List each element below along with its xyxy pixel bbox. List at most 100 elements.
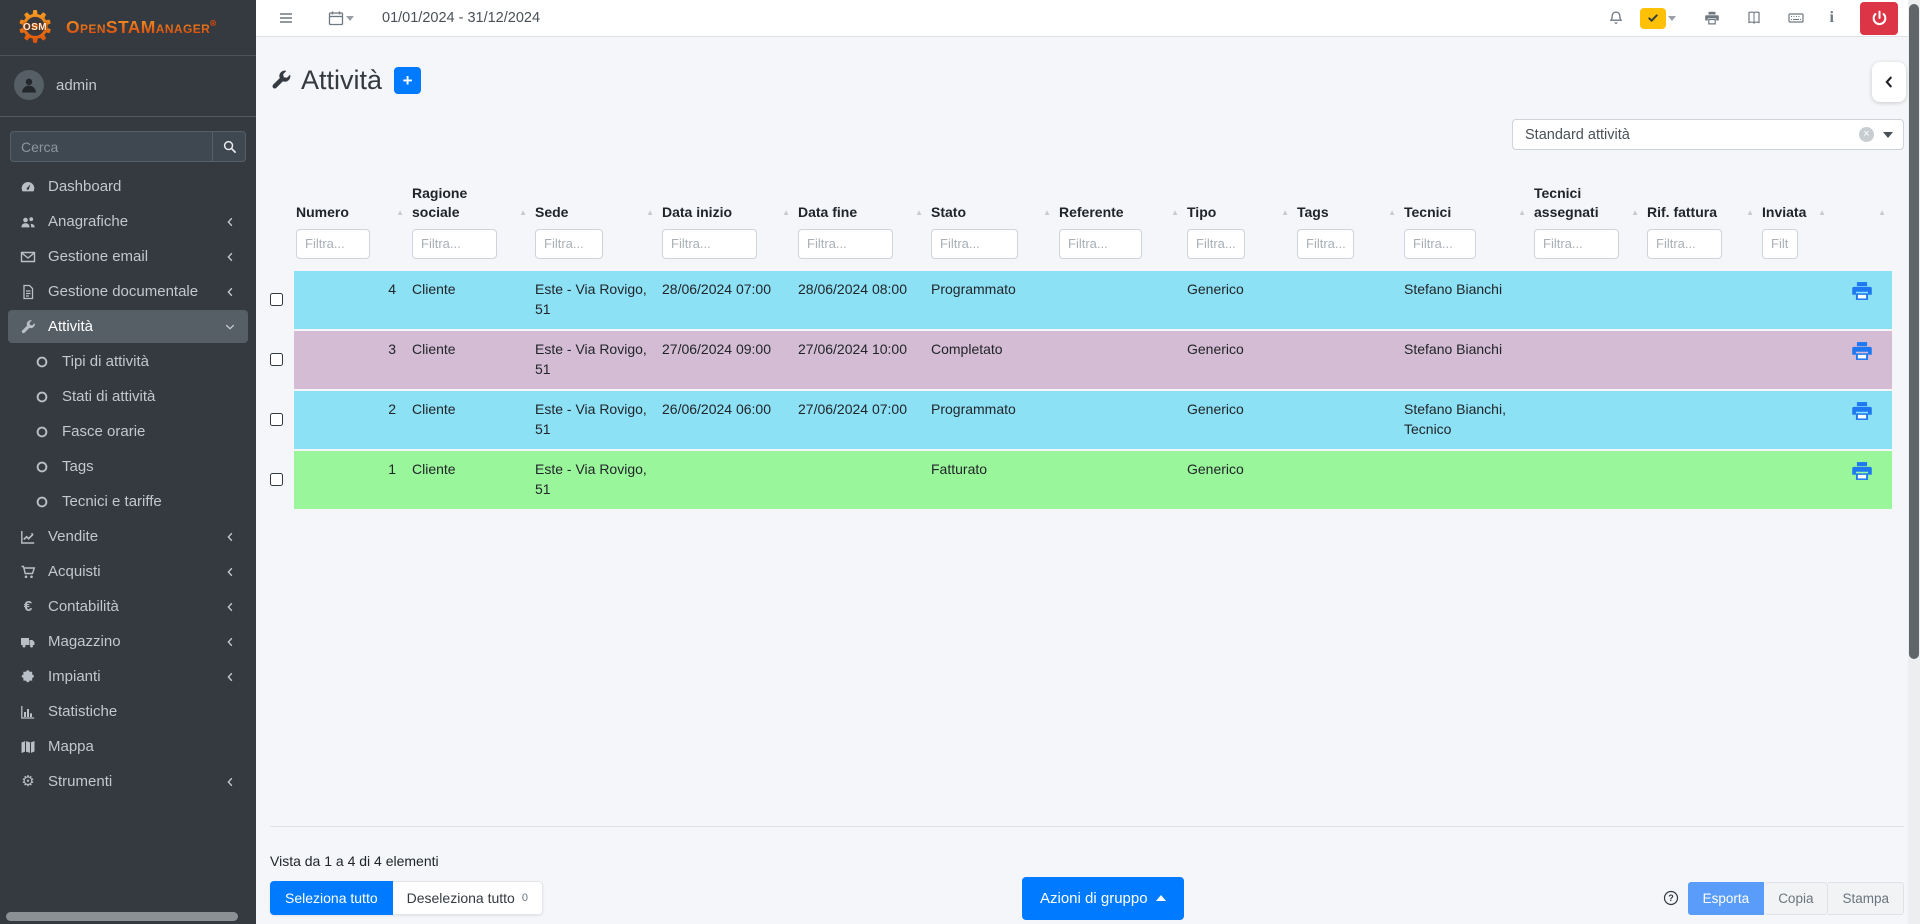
notifications-bell-icon[interactable] [1598,10,1634,26]
filter-input-data-inizio[interactable] [662,228,757,259]
cell-referente [1057,270,1185,329]
sidebar-item-tecnici-e-tariffe[interactable]: Tecnici e tariffe [8,485,248,518]
horizontal-scrollbar-thumb[interactable] [6,912,238,921]
bulk-actions-button[interactable]: Azioni di gruppo [1022,876,1184,920]
chevron-left-icon [224,216,238,228]
sidebar-item-gestione-email[interactable]: Gestione email [8,240,248,273]
filter-input-numero[interactable] [296,228,370,259]
column-header-tecnici-assegnati[interactable]: Tecnici assegnati ▲ [1532,184,1645,224]
vertical-scrollbar[interactable] [1908,0,1920,924]
filter-input-tecnici[interactable] [1404,228,1476,259]
sidebar-item-contabilita[interactable]: € Contabilità [8,590,248,623]
filter-cell [410,228,533,259]
search-input[interactable] [10,131,212,162]
sidebar-item-mappa[interactable]: Mappa [8,730,248,763]
chevron-left-icon [224,671,238,683]
column-header-numero[interactable]: Numero ▲ [294,203,410,224]
filter-input-ragione-sociale[interactable] [412,228,497,259]
sidebar-item-fasce-orarie[interactable]: Fasce orarie [8,415,248,448]
sidebar-item-strumenti[interactable]: ⚙ Strumenti [8,765,248,798]
column-header-tecnici[interactable]: Tecnici ▲ [1402,203,1532,224]
column-header-data-inizio[interactable]: Data inizio ▲ [660,203,796,224]
collapse-panel-button[interactable] [1872,62,1906,102]
hamburger-menu-icon[interactable] [268,0,304,36]
row-checkbox[interactable] [270,353,283,367]
filter-cell [1185,228,1295,259]
info-icon[interactable]: i [1829,9,1834,26]
add-activity-button[interactable]: + [394,66,422,94]
column-header-ragione-sociale[interactable]: Ragione sociale ▲ [410,184,533,224]
copy-button[interactable]: Copia [1764,881,1829,915]
activity-row[interactable]: 3 Cliente Este - Via Rovigo, 51 27/06/2024 … [270,330,1904,389]
filter-input-referente[interactable] [1059,228,1142,259]
column-header-stato[interactable]: Stato ▲ [929,203,1057,224]
sidebar-item-tags[interactable]: Tags [8,450,248,483]
row-print-button[interactable] [1851,340,1873,362]
cell-inviata [1760,330,1832,389]
tasks-dropdown[interactable] [1639,7,1676,29]
sidebar-item-dashboard[interactable]: Dashboard [8,170,248,203]
sidebar-item-impianti[interactable]: Impianti [8,660,248,693]
sidebar-item-label: Impianti [48,668,101,685]
column-header-data-fine[interactable]: Data fine ▲ [796,203,929,224]
calendar-icon[interactable] [318,0,364,36]
cell-numero: 4 [294,270,410,329]
print-table-button[interactable]: Stampa [1828,881,1904,915]
column-header-referente[interactable]: Referente ▲ [1057,203,1185,224]
cell-stato: Programmato [929,390,1057,449]
sidebar-item-statistiche[interactable]: Statistiche [8,695,248,728]
column-header-tipo[interactable]: Tipo ▲ [1185,203,1295,224]
cell-tags [1295,450,1402,509]
filter-input-inviata[interactable] [1762,228,1798,259]
column-header-rif-fattura[interactable]: Rif. fattura ▲ [1645,203,1760,224]
activity-row[interactable]: 2 Cliente Este - Via Rovigo, 51 26/06/2024 … [270,390,1904,449]
sidebar-item-tipi-di-attivita[interactable]: Tipi di attività [8,345,248,378]
filter-input-tags[interactable] [1297,228,1354,259]
select-all-button[interactable]: Seleziona tutto [270,881,393,916]
sort-arrow-icon: ▲ [1518,207,1526,217]
brand[interactable]: ⚙ OSM OpenSTAManager® [0,0,256,56]
row-print-button[interactable] [1851,400,1873,422]
filter-input-data-fine[interactable] [798,228,893,259]
topbar: 01/01/2024 - 31/12/2024 [256,0,1920,37]
keyboard-shortcuts-icon[interactable] [1778,10,1814,26]
logout-power-button[interactable] [1860,1,1898,35]
sidebar-item-gestione-documentale[interactable]: Gestione documentale [8,275,248,308]
sidebar-item-attivita[interactable]: Attività [8,310,248,343]
filter-input-rif-fattura[interactable] [1647,228,1722,259]
vertical-scrollbar-thumb[interactable] [1909,4,1919,659]
records-view-select[interactable]: Standard attività × [1512,119,1904,150]
clear-icon[interactable]: × [1859,127,1874,142]
sidebar-item-anagrafiche[interactable]: Anagrafiche [8,205,248,238]
row-checkbox[interactable] [270,473,283,487]
row-checkbox[interactable] [270,293,283,307]
row-checkbox[interactable] [270,413,283,427]
column-header-tags[interactable]: Tags ▲ [1295,203,1402,224]
registered-mark: ® [210,19,217,29]
row-print-button[interactable] [1851,460,1873,482]
row-print-button[interactable] [1851,280,1873,302]
activity-row[interactable]: 4 Cliente Este - Via Rovigo, 51 28/06/2024 … [270,270,1904,329]
deselect-all-button[interactable]: Deseleziona tutto 0 [392,881,543,916]
help-question-icon[interactable]: ? [1663,890,1679,906]
sidebar-item-magazzino[interactable]: Magazzino [8,625,248,658]
row-actions-cell [1832,450,1892,509]
user-panel[interactable]: admin [0,56,256,117]
filter-input-tipo[interactable] [1187,228,1245,259]
sidebar-item-label: Tags [62,458,94,475]
print-icon[interactable] [1694,10,1730,26]
activity-row[interactable]: 1 Cliente Este - Via Rovigo, 51 Fatturato Ge… [270,450,1904,509]
filter-input-sede[interactable] [535,228,603,259]
puzzle-icon [16,669,40,685]
column-header-sede[interactable]: Sede ▲ [533,203,660,224]
filter-input-stato[interactable] [931,228,1018,259]
docs-book-icon[interactable] [1736,10,1772,26]
sidebar-item-vendite[interactable]: Vendite [8,520,248,553]
export-button[interactable]: Esporta [1687,881,1765,915]
search-button[interactable] [212,131,246,162]
sidebar-item-acquisti[interactable]: Acquisti [8,555,248,588]
filter-input-tecnici-assegnati[interactable] [1534,228,1619,259]
column-header-inviata[interactable]: Inviata ▲ [1760,203,1832,224]
sidebar-item-stati-di-attivita[interactable]: Stati di attività [8,380,248,413]
